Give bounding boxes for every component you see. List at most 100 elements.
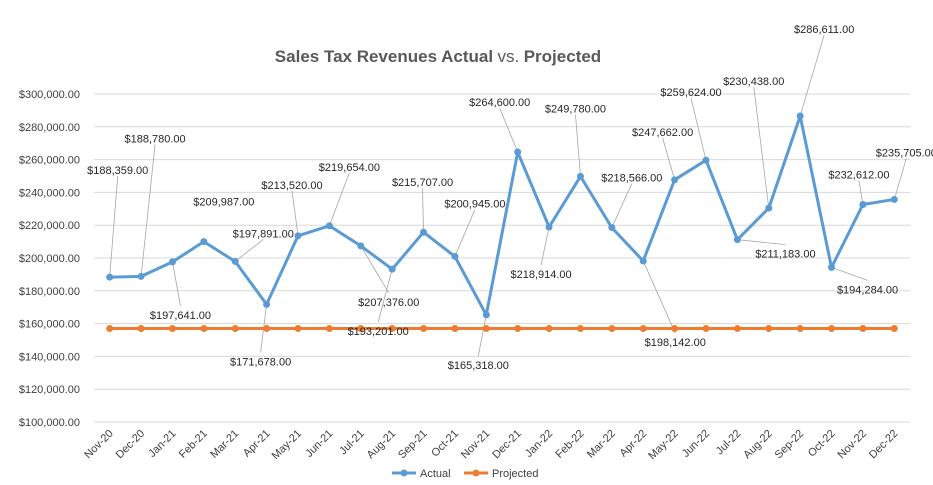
leader-line: [140, 144, 156, 277]
x-tick-label: Mar-21: [208, 428, 241, 461]
leader-line: [454, 209, 476, 257]
data-label: $197,891.00: [233, 228, 294, 240]
x-tick-label: Dec-21: [490, 428, 524, 462]
data-point-projected: [545, 325, 553, 333]
leader-line: [291, 190, 299, 236]
data-label: $209,987.00: [193, 197, 254, 209]
data-label: $235,705.00: [876, 147, 933, 159]
leader-line: [329, 172, 350, 226]
data-point-projected: [106, 325, 114, 333]
data-point-projected: [325, 325, 333, 333]
data-point-actual: [765, 204, 773, 212]
data-point-projected: [294, 325, 302, 333]
data-point-actual: [325, 222, 333, 230]
data-label: $259,624.00: [660, 87, 721, 99]
data-point-actual: [796, 112, 804, 120]
data-point-actual: [733, 236, 741, 244]
data-label: $264,600.00: [469, 97, 530, 109]
data-label: $218,914.00: [510, 269, 571, 281]
y-tick-label: $260,000.00: [19, 155, 80, 167]
x-tick-label: Jun-22: [680, 428, 712, 460]
data-point-projected: [200, 325, 208, 333]
data-label: $171,678.00: [230, 356, 291, 368]
x-tick-label: Jan-22: [523, 428, 555, 460]
x-tick-label: Jul-21: [337, 428, 367, 458]
leader-line: [831, 266, 868, 281]
data-label: $249,780.00: [545, 103, 606, 115]
x-tick-label: Nov-22: [835, 428, 869, 462]
data-point-actual: [137, 272, 145, 280]
data-label: $194,284.00: [837, 284, 898, 296]
x-tick-label: Jul-22: [714, 428, 744, 458]
data-point-projected: [576, 325, 584, 333]
x-tick-label: Nov-20: [82, 428, 116, 462]
data-point-actual: [420, 228, 428, 236]
y-tick-label: $140,000.00: [19, 351, 80, 363]
data-point-actual: [451, 252, 459, 260]
x-tick-label: Jan-21: [146, 428, 178, 460]
leader-line: [690, 98, 707, 161]
leader-line: [172, 261, 181, 306]
legend-swatch-marker: [400, 469, 408, 477]
leader-line: [753, 87, 770, 209]
data-label: $213,520.00: [261, 180, 322, 192]
data-point-actual: [482, 311, 490, 319]
data-label: $200,945.00: [444, 198, 505, 210]
x-tick-label: Jun-21: [303, 428, 335, 460]
data-point-actual: [388, 265, 396, 273]
x-tick-label: Mar-22: [585, 428, 618, 461]
data-point-projected: [702, 325, 710, 333]
leader-line: [499, 107, 519, 153]
data-point-projected: [263, 325, 271, 333]
y-tick-label: $300,000.00: [19, 89, 80, 101]
data-label: $215,707.00: [392, 177, 453, 189]
series-line-actual: [108, 114, 896, 317]
leader-line: [109, 176, 119, 278]
series-markers: [106, 112, 898, 333]
data-label: $230,438.00: [723, 76, 784, 88]
x-tick-label: Nov-21: [459, 428, 493, 462]
data-point-projected: [890, 325, 898, 333]
x-tick-label: Dec-22: [867, 428, 901, 462]
data-point-actual: [890, 195, 898, 203]
x-tick-label: Feb-22: [553, 428, 586, 461]
y-tick-label: $160,000.00: [19, 319, 80, 331]
data-point-projected: [765, 325, 773, 333]
x-tick-label: Apr-21: [241, 428, 273, 460]
legend-label: Actual: [420, 468, 451, 480]
data-point-projected: [231, 325, 239, 333]
x-tick-label: Dec-20: [114, 428, 148, 462]
leader-line: [360, 245, 390, 294]
data-point-projected: [168, 325, 176, 333]
data-point-actual: [106, 273, 114, 281]
data-labels: $188,359.00 $188,780.00 $197,641.00 $209,98…: [87, 24, 933, 372]
leader-line: [799, 34, 825, 117]
y-tick-label: $240,000.00: [19, 187, 80, 199]
data-point-projected: [357, 325, 365, 333]
series-lines: [108, 114, 896, 330]
data-point-actual: [168, 258, 176, 266]
data-label: $207,376.00: [358, 297, 419, 309]
data-point-actual: [231, 257, 239, 265]
data-label: $286,611.00: [794, 24, 854, 36]
data-label: $232,612.00: [828, 170, 889, 182]
data-label: $211,183.00: [755, 249, 815, 261]
x-tick-label: Oct-22: [806, 428, 838, 460]
data-point-actual: [639, 257, 647, 265]
data-point-actual: [357, 242, 365, 250]
data-point-actual: [263, 300, 271, 308]
data-point-projected: [828, 325, 836, 333]
data-label: $165,318.00: [448, 360, 509, 372]
y-tick-label: $120,000.00: [19, 384, 80, 396]
data-point-projected: [482, 325, 490, 333]
data-point-projected: [420, 325, 428, 333]
data-point-actual: [200, 238, 208, 246]
leader-line: [234, 239, 264, 262]
leader-line: [893, 158, 907, 200]
x-tick-label: Aug-21: [365, 428, 399, 462]
x-tick-label: Oct-21: [429, 428, 461, 460]
leader-line: [422, 188, 424, 233]
data-label: $218,566.00: [601, 173, 662, 185]
leader-line: [662, 137, 675, 180]
